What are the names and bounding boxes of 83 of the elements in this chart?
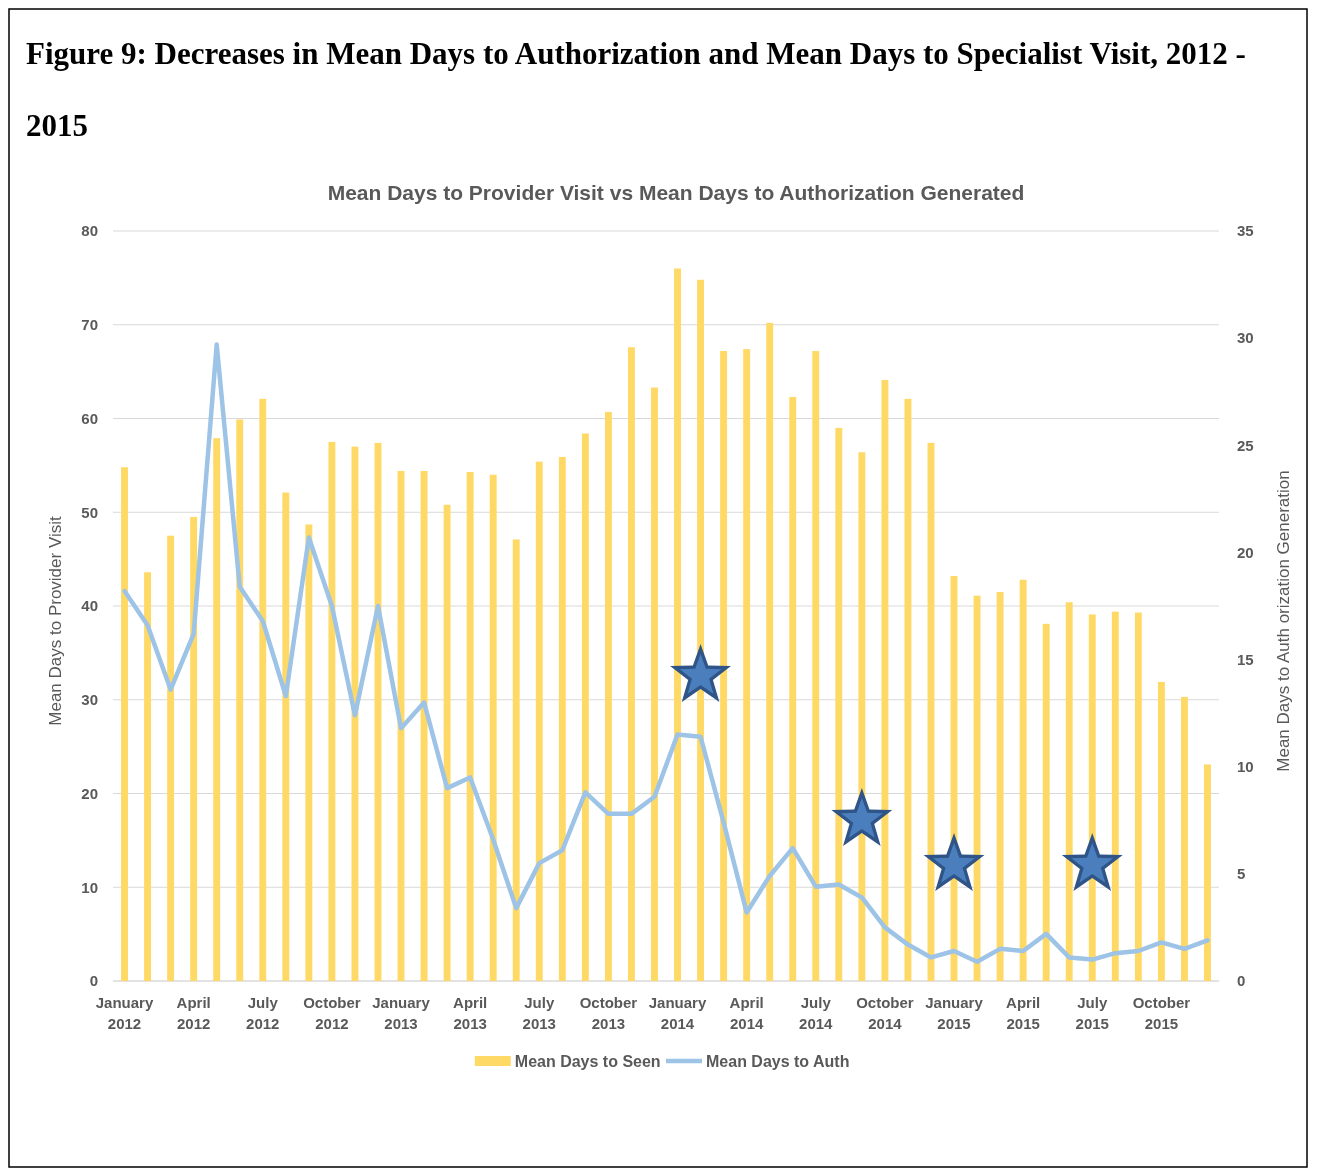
bar (1019, 579, 1027, 981)
bar (305, 524, 313, 981)
x-tick-label: October 2012 (303, 994, 361, 1032)
bar (420, 471, 428, 981)
y2-tick-label: 0 (1237, 972, 1246, 990)
bar (581, 433, 589, 981)
x-tick-label: October 2014 (856, 994, 914, 1032)
bar (1065, 602, 1073, 981)
y2-tick-label: 30 (1237, 329, 1254, 347)
y2-tick-label: 35 (1237, 222, 1254, 240)
bar (1111, 611, 1119, 981)
bar (858, 452, 866, 981)
bar (1204, 764, 1211, 981)
y-tick-label: 0 (89, 972, 98, 990)
y-tick-label: 50 (81, 503, 98, 521)
bar (167, 535, 175, 981)
line-series (122, 342, 1210, 964)
x-tick-label: January 2015 (925, 994, 984, 1032)
x-tick-label: July 2015 (1075, 994, 1109, 1032)
bar (282, 492, 290, 981)
bar (835, 427, 843, 981)
bar (973, 595, 981, 981)
x-tick-label: January 2013 (372, 994, 431, 1032)
bar (512, 539, 520, 981)
bar (213, 438, 221, 981)
x-tick-label: April 2014 (729, 994, 764, 1032)
bar (236, 419, 244, 981)
bar (259, 398, 267, 981)
x-tick-label: January 2012 (95, 994, 154, 1032)
bar (720, 351, 728, 981)
bar (904, 398, 912, 981)
bar (1134, 612, 1142, 981)
bar (1157, 681, 1165, 981)
legend-label: Mean Days to Seen (514, 1052, 661, 1070)
y-axis-title: Mean Days to Provider Visit (46, 516, 65, 726)
y2-tick-label: 25 (1237, 436, 1254, 454)
bar (144, 572, 152, 981)
x-tick-label: October 2015 (1132, 994, 1191, 1032)
y2-tick-label: 5 (1237, 865, 1246, 883)
x-tick-label: April 2013 (453, 994, 488, 1032)
y2-axis-title: Mean Days to Auth orization Generation (1274, 470, 1293, 772)
bar (351, 446, 359, 981)
bar (604, 411, 612, 981)
bar (651, 387, 658, 981)
bar (627, 347, 635, 981)
y2-tick-label: 10 (1237, 757, 1254, 775)
bar (558, 456, 566, 981)
x-tick-label: July 2012 (246, 994, 280, 1032)
bar (535, 461, 543, 981)
y-tick-label: 80 (81, 222, 98, 240)
bar (766, 322, 774, 981)
x-tick-label: July 2013 (522, 994, 556, 1032)
bar (328, 441, 336, 981)
bar (812, 351, 820, 981)
y2-tick-label: 20 (1237, 543, 1254, 561)
bar (190, 516, 198, 981)
bar (466, 471, 474, 981)
x-tick-label: January 2014 (648, 994, 707, 1032)
bar (996, 591, 1004, 981)
x-tick-label: July 2014 (799, 994, 834, 1032)
y-tick-label: 70 (81, 316, 98, 333)
bar (1180, 696, 1188, 981)
bar (789, 396, 797, 981)
bar (443, 504, 451, 981)
chart-title: Figure 9: Decreases in Mean Days to Authorization and Mean Days to Specialist Visit, 2012 - 2015 (26, 35, 1247, 140)
bar (697, 279, 705, 981)
x-tick-label: April 2012 (176, 994, 211, 1032)
x-tick-label: April 2015 (1006, 994, 1041, 1032)
bar (489, 474, 497, 981)
y-tick-label: 40 (81, 597, 98, 615)
bar (674, 268, 681, 981)
y-tick-label: 20 (81, 784, 98, 802)
y-tick-label: 30 (81, 691, 98, 708)
bar (1042, 623, 1050, 981)
y-tick-label: 10 (81, 878, 98, 896)
x-tick-label: October 2013 (579, 994, 638, 1032)
chart-subtitle: Mean Days to Provider Visit vs Mean Days to Authorization Generated (327, 181, 1025, 204)
legend-label: Mean Days to Auth (706, 1052, 850, 1070)
bar (881, 380, 889, 981)
bar (743, 349, 751, 981)
y2-tick-label: 15 (1237, 650, 1254, 668)
y-tick-label: 60 (81, 409, 98, 427)
bar (121, 467, 128, 981)
